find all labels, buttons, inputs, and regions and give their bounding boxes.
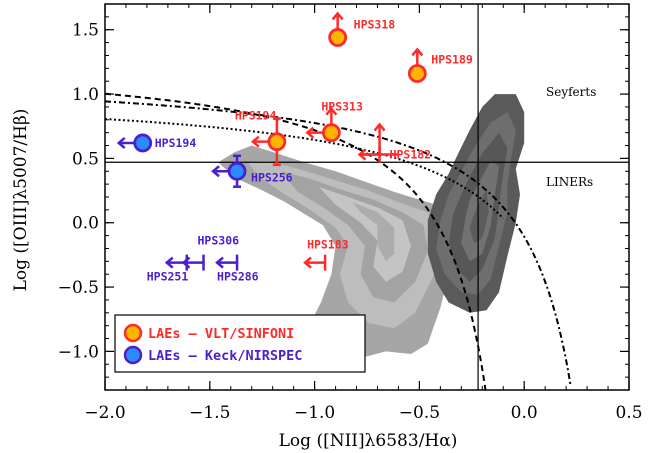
legend-label-vlt: LAEs – VLT/SINFONI <box>148 326 294 342</box>
data-points: HPS318 HPS189 HPS313 HPS194 HPS182 HPS183 HPS1… <box>116 11 473 284</box>
legend-label-keck: LAEs – Keck/NIRSPEC <box>148 348 302 364</box>
vlt-hps194-label: HPS194 <box>235 109 277 123</box>
legend: LAEs – VLT/SINFONI LAEs – Keck/NIRSPEC <box>114 314 366 373</box>
kauffmann-curve <box>104 92 487 391</box>
vlt-hps182-label: HPS182 <box>390 148 432 162</box>
vlt-hps318-y-limit-head <box>331 11 344 21</box>
vlt-hps182-x-limit-head <box>357 148 367 161</box>
keck-hps256-label: HPS256 <box>251 170 293 184</box>
y-tick-label: 0.5 <box>72 149 99 169</box>
keck-hps194-point: HPS194 <box>116 133 197 153</box>
sf-contour-5 <box>352 202 395 262</box>
vlt-hps183-label: HPS183 <box>307 238 349 252</box>
x-tick-label: 0.5 <box>615 403 642 423</box>
keck-hps286-x-limit-head <box>215 256 224 269</box>
keck-hps251-point: HPS251 <box>147 254 189 284</box>
vlt-hps313-point: HPS313 <box>305 100 363 143</box>
keck-hps256-marker <box>227 161 247 181</box>
vlt-hps313-y-limit-head <box>325 106 338 116</box>
vlt-hps189-marker <box>407 64 427 83</box>
contour-layer <box>218 94 525 360</box>
keck-hps256-point: HPS256 <box>211 154 293 188</box>
vlt-hps313-marker <box>321 123 341 143</box>
vlt-hps318-label: HPS318 <box>354 17 396 31</box>
keck-hps194-marker <box>133 133 153 153</box>
reference-lines <box>105 4 629 390</box>
vlt-hps183-point: HPS183 <box>303 238 349 271</box>
keck-hps251-x-limit-head <box>164 256 174 269</box>
axis-ticks: −2.0 −1.5 −1.0 −0.5 0.0 0.5 −1.0 −0.5 0.0 0.5 1.0 1… <box>58 3 643 423</box>
vlt-hps194-x-limit-head <box>250 135 260 148</box>
y-tick-label: 1.0 <box>72 85 99 105</box>
x-tick-label: 0.0 <box>511 403 538 423</box>
y-tick-label: −1.0 <box>58 342 99 362</box>
vlt-hps189-point: HPS189 <box>407 47 473 83</box>
x-tick-label: −2.0 <box>84 403 125 423</box>
keck-hps251-label: HPS251 <box>147 270 189 284</box>
y-tick-label: 1.5 <box>72 21 99 41</box>
y-tick-label: 0.0 <box>72 214 99 234</box>
agn-contour-5 <box>469 189 489 244</box>
x-tick-label: −0.5 <box>399 403 440 423</box>
region-label-liners: LINERs <box>546 175 593 189</box>
vlt-hps183-x-limit-head <box>303 256 312 269</box>
x-axis-label: Log ([NII]λ6583/Hα) <box>279 431 458 451</box>
keck-hps306-label: HPS306 <box>198 234 240 248</box>
keck-hps306-point: HPS306 <box>181 234 240 271</box>
legend-marker-vlt <box>123 323 143 343</box>
vlt-hps194-marker <box>267 132 287 152</box>
keck-hps286-point: HPS286 <box>215 254 259 284</box>
vlt-hps189-label: HPS189 <box>431 52 473 66</box>
y-axis-label: Log ([OIII]λ5007/Hβ) <box>11 109 31 292</box>
legend-box <box>114 314 366 373</box>
legend-marker-keck <box>123 345 143 365</box>
vlt-hps194-point: HPS194 <box>235 109 287 167</box>
keck-hps194-label: HPS194 <box>155 136 197 150</box>
vlt-hps182-point: HPS182 <box>357 122 432 163</box>
vlt-hps182-y-limit-head <box>373 122 386 132</box>
vlt-hps318-point: HPS318 <box>328 11 396 47</box>
vlt-hps313-x-limit-head <box>305 126 315 139</box>
keck-hps194-x-limit-head <box>116 136 126 149</box>
vlt-hps318-marker <box>328 28 348 47</box>
evolving-curve <box>104 118 504 220</box>
vlt-hps189-y-limit-head <box>411 47 424 57</box>
keck-hps286-label: HPS286 <box>217 270 259 284</box>
region-label-seyferts: Seyferts <box>546 85 596 99</box>
keck-hps256-x-limit-head <box>211 165 220 178</box>
y-tick-label: −0.5 <box>58 278 99 298</box>
x-tick-label: −1.5 <box>189 403 230 423</box>
x-tick-label: −1.0 <box>294 403 335 423</box>
vlt-hps313-label: HPS313 <box>321 100 363 114</box>
keck-hps306-x-limit-head <box>181 256 191 269</box>
